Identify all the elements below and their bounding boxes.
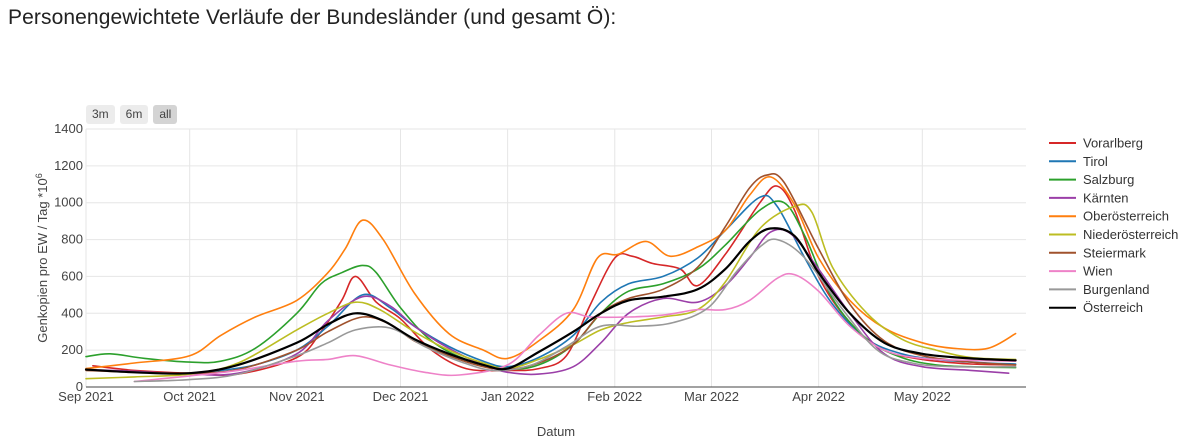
plot-area[interactable] [84, 172, 1017, 383]
x-tick-label: Nov 2021 [269, 389, 325, 404]
legend-label-niederoesterreich[interactable]: Niederösterreich [1083, 227, 1178, 242]
y-tick-label: 1200 [54, 158, 83, 173]
series-line-kaernten[interactable] [85, 228, 1010, 376]
legend-label-vorarlberg[interactable]: Vorarlberg [1083, 136, 1143, 151]
x-axis-title: Datum [537, 424, 575, 438]
y-tick-label: 1000 [54, 195, 83, 210]
legend-label-tirol[interactable]: Tirol [1083, 154, 1108, 169]
legend-label-salzburg[interactable]: Salzburg [1083, 172, 1134, 187]
y-tick-label: 600 [61, 268, 83, 283]
range-button-all[interactable]: all [153, 105, 178, 124]
legend-label-wien[interactable]: Wien [1083, 264, 1113, 279]
y-tick-label: 1400 [54, 121, 83, 136]
y-tick-label: 0 [76, 379, 83, 394]
series-line-oberoesterreich[interactable] [85, 176, 1017, 370]
x-tick-labels: Sep 2021 Oct 2021 Nov 2021 Dec 2021 Jan 2022… [58, 389, 951, 404]
legend-label-burgenland[interactable]: Burgenland [1083, 282, 1150, 297]
x-tick-label: Sep 2021 [58, 389, 114, 404]
x-tick-label: Apr 2022 [792, 389, 845, 404]
legend-label-kaernten[interactable]: Kärnten [1083, 190, 1129, 205]
y-tick-label: 200 [61, 342, 83, 357]
legend-label-oberoesterreich[interactable]: Oberösterreich [1083, 209, 1169, 224]
legend: Vorarlberg Tirol Salzburg Kärnten Oberösterr… [1049, 136, 1178, 315]
series-line-oesterreich[interactable] [84, 227, 1017, 375]
x-tick-label: Oct 2021 [163, 389, 216, 404]
page-title: Personengewichtete Verläufe der Bundeslä… [8, 6, 617, 29]
y-tick-label: 800 [61, 232, 83, 247]
x-tick-label: Feb 2022 [587, 389, 642, 404]
x-tick-label: Jan 2022 [481, 389, 535, 404]
range-button-6m[interactable]: 6m [119, 105, 149, 124]
y-axis-title-superscript: 6 [34, 173, 44, 178]
series-line-niederoesterreich[interactable] [85, 203, 1017, 380]
x-tick-label: Mar 2022 [684, 389, 739, 404]
series-line-salzburg[interactable] [85, 200, 1017, 370]
series-line-steiermark[interactable] [85, 172, 1017, 375]
range-button-3m[interactable]: 3m [86, 105, 115, 124]
series-line-wien[interactable] [133, 272, 1017, 383]
y-axis-title: Genkopien pro EW / Tag *106 [34, 173, 50, 343]
x-tick-label: May 2022 [894, 389, 951, 404]
legend-label-steiermark[interactable]: Steiermark [1083, 245, 1146, 260]
y-tick-labels: 0 200 400 600 800 1000 1200 1400 [54, 121, 83, 394]
series-line-burgenland[interactable] [133, 238, 1017, 383]
y-tick-label: 400 [61, 305, 83, 320]
x-tick-label: Dec 2021 [373, 389, 429, 404]
grid-lines [85, 128, 1026, 387]
legend-label-oesterreich[interactable]: Österreich [1083, 300, 1143, 315]
range-selector: 3m 6m all [86, 105, 178, 124]
y-axis-title-main: Genkopien pro EW / Tag *10 [35, 178, 50, 343]
